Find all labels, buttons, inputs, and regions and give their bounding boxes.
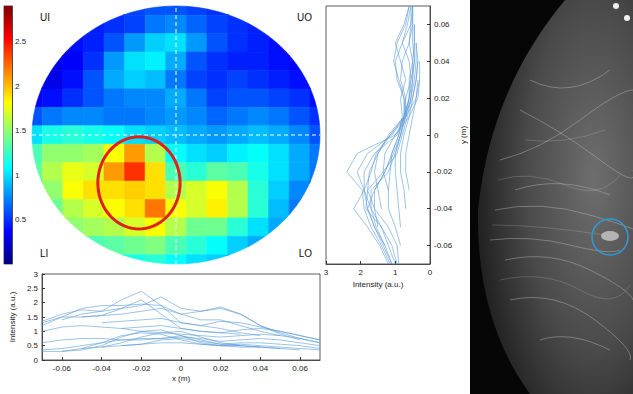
svg-text:0.06: 0.06 <box>292 364 308 373</box>
svg-text:-0.04: -0.04 <box>434 204 453 213</box>
svg-text:y (m): y (m) <box>459 126 468 145</box>
svg-text:0.06: 0.06 <box>434 20 450 29</box>
svg-text:0: 0 <box>179 364 184 373</box>
svg-text:LI: LI <box>40 248 48 259</box>
svg-text:2.5: 2.5 <box>27 284 39 293</box>
svg-text:-0.06: -0.06 <box>53 364 72 373</box>
svg-text:0: 0 <box>428 268 433 277</box>
svg-text:2: 2 <box>34 298 39 307</box>
svg-text:Intensity (a.u.): Intensity (a.u.) <box>8 291 17 342</box>
svg-text:0.5: 0.5 <box>15 215 27 224</box>
svg-text:0.02: 0.02 <box>213 364 229 373</box>
svg-text:2: 2 <box>358 268 363 277</box>
svg-text:0: 0 <box>434 131 439 140</box>
svg-text:1: 1 <box>34 327 39 336</box>
svg-text:3: 3 <box>324 268 329 277</box>
svg-text:0: 0 <box>34 356 39 365</box>
svg-text:0.04: 0.04 <box>434 57 450 66</box>
svg-text:LO: LO <box>299 248 313 259</box>
svg-text:0.02: 0.02 <box>434 94 450 103</box>
svg-text:Intensity (a.u.): Intensity (a.u.) <box>353 280 404 289</box>
svg-text:1.5: 1.5 <box>27 313 39 322</box>
svg-text:-0.06: -0.06 <box>434 241 453 250</box>
svg-text:-0.02: -0.02 <box>132 364 151 373</box>
svg-text:-0.04: -0.04 <box>92 364 111 373</box>
svg-text:2: 2 <box>15 82 20 91</box>
svg-text:3: 3 <box>34 270 39 279</box>
svg-text:2.5: 2.5 <box>15 37 27 46</box>
svg-text:1: 1 <box>393 268 398 277</box>
svg-text:UI: UI <box>40 12 50 23</box>
svg-text:-0.02: -0.02 <box>434 167 453 176</box>
svg-text:UO: UO <box>297 12 312 23</box>
svg-text:0.5: 0.5 <box>27 341 39 350</box>
svg-text:1.5: 1.5 <box>15 126 27 135</box>
svg-text:x (m): x (m) <box>172 374 191 383</box>
svg-text:0.04: 0.04 <box>253 364 269 373</box>
svg-text:1: 1 <box>15 171 20 180</box>
